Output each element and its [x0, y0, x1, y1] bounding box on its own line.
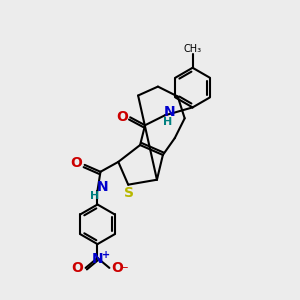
Text: N: N: [92, 252, 103, 266]
Text: O: O: [116, 110, 128, 124]
Text: N: N: [97, 180, 108, 194]
Text: O: O: [72, 261, 84, 275]
Text: N: N: [164, 105, 176, 119]
Text: ⁻: ⁻: [121, 264, 128, 278]
Text: S: S: [124, 186, 134, 200]
Text: O: O: [111, 261, 123, 275]
Text: H: H: [163, 117, 172, 127]
Text: H: H: [90, 190, 99, 201]
Text: +: +: [102, 250, 110, 260]
Text: CH₃: CH₃: [184, 44, 202, 54]
Text: O: O: [71, 156, 82, 170]
